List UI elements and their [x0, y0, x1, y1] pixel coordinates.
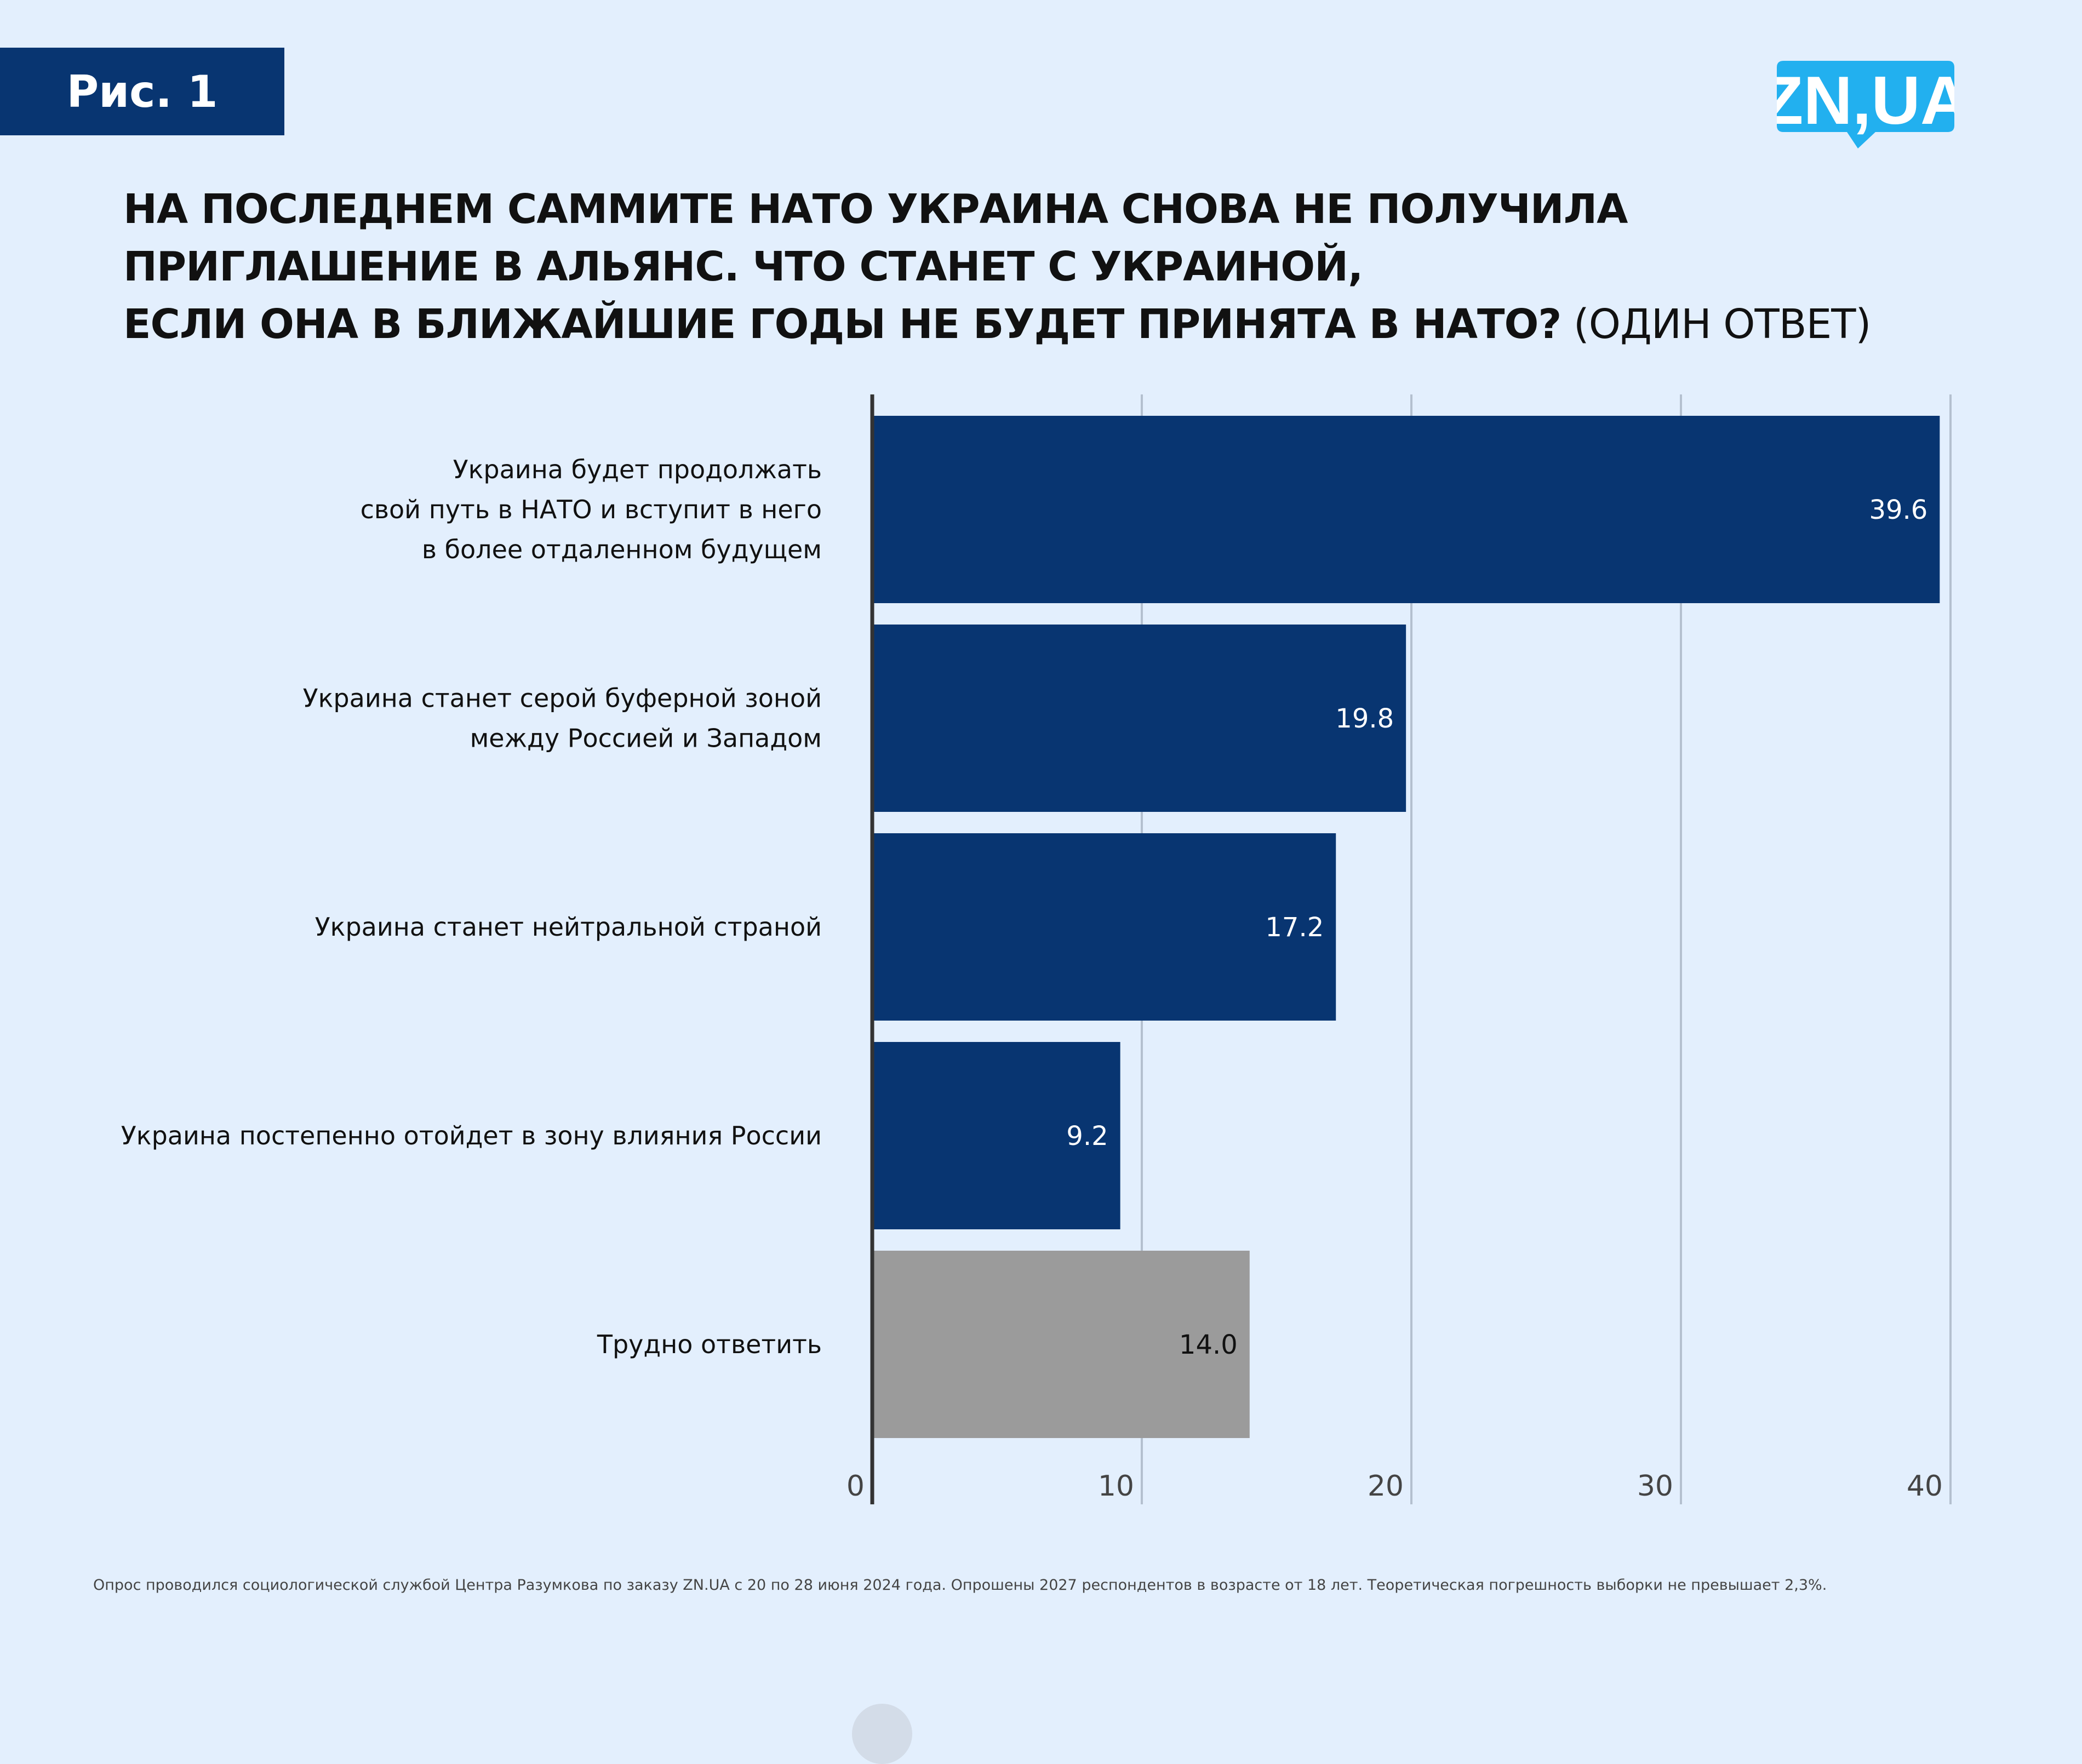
value-label: 17.2	[1265, 912, 1324, 943]
value-label: 9.2	[1066, 1121, 1108, 1152]
value-label: 39.6	[1869, 495, 1927, 525]
bar	[872, 833, 1336, 1021]
bar	[872, 625, 1406, 812]
chart-title: НА ПОСЛЕДНЕМ САММИТЕ НАТО УКРАИНА СНОВА …	[123, 181, 1871, 353]
bar	[872, 416, 1940, 603]
x-tick-label: 0	[846, 1470, 865, 1503]
title-line: ЕСЛИ ОНА В БЛИЖАЙШИЕ ГОДЫ НЕ БУДЕТ ПРИНЯ…	[123, 301, 1872, 348]
bar	[872, 1251, 1250, 1438]
zn-ua-logo: ZN,UA	[1777, 61, 1954, 148]
x-tick-label: 20	[1368, 1470, 1404, 1503]
svg-text:ZN,UA: ZN,UA	[1777, 63, 1954, 139]
category-label: в более отдаленном будущем	[422, 535, 822, 564]
category-label: Украина будет продолжать	[453, 455, 822, 484]
scroll-indicator	[852, 1704, 912, 1764]
x-tick-label: 10	[1098, 1470, 1134, 1503]
bar-chart: 0 10 20 30 40 39.6 Украина будет продолжать сво…	[121, 394, 1952, 1504]
category-label: свой путь в НАТО и вступит в него	[361, 495, 822, 524]
value-label: 19.8	[1335, 703, 1394, 734]
footer-note: Опрос проводился социологической службой…	[93, 1577, 1827, 1594]
x-tick-label: 30	[1637, 1470, 1673, 1503]
bar	[872, 1042, 1120, 1229]
category-label: Украина станет нейтральной страной	[315, 912, 822, 942]
title-suffix: (ОДИН ОТВЕТ)	[1561, 301, 1872, 348]
category-label: Украина станет серой буферной зоной	[303, 684, 822, 713]
category-label: между Россией и Западом	[470, 724, 822, 753]
value-label: 14.0	[1179, 1330, 1238, 1360]
title-line: ПРИГЛАШЕНИЕ В АЛЬЯНС. ЧТО СТАНЕТ С УКРАИ…	[123, 243, 1363, 290]
x-tick-label: 40	[1907, 1470, 1943, 1503]
category-label: Трудно ответить	[597, 1330, 822, 1359]
title-line: НА ПОСЛЕДНЕМ САММИТЕ НАТО УКРАИНА СНОВА …	[123, 186, 1628, 233]
figure-badge: Рис. 1	[0, 48, 284, 135]
category-label: Украина постепенно отойдет в зону влияни…	[121, 1121, 822, 1150]
